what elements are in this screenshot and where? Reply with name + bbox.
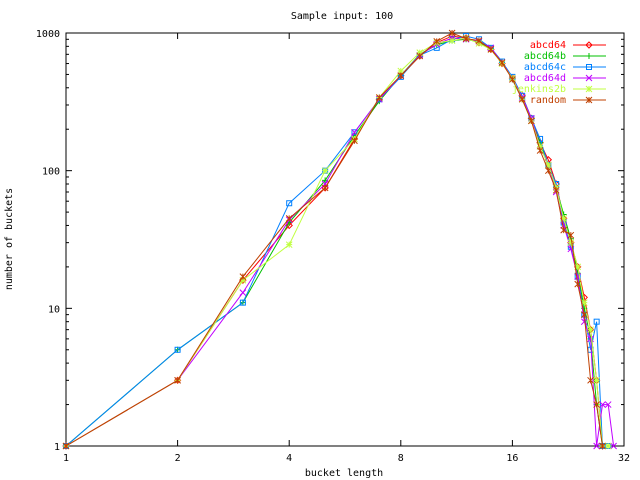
- data-point: [528, 117, 535, 125]
- data-point: [585, 74, 593, 82]
- data-point: [375, 94, 383, 101]
- data-point: [487, 46, 495, 53]
- data-point: [285, 215, 293, 222]
- y-tick-label: 10: [48, 304, 60, 315]
- legend-entry: abcd64d: [524, 73, 606, 84]
- data-point: [509, 76, 516, 83]
- legend-entry: abcd64: [530, 40, 606, 51]
- data-point: [536, 147, 544, 154]
- legend: abcd64abcd64babcd64cabcd64djenkins2brand…: [512, 40, 606, 106]
- data-point: [544, 161, 552, 169]
- data-point: [498, 59, 506, 66]
- data-point: [448, 29, 456, 37]
- data-point: [321, 184, 329, 192]
- data-point: [567, 231, 575, 239]
- data-point: [397, 72, 405, 80]
- data-point: [593, 318, 600, 325]
- data-point: [174, 346, 181, 353]
- data-point: [544, 167, 552, 175]
- data-point: [580, 311, 588, 318]
- y-tick-label: 100: [42, 167, 60, 178]
- data-point: [567, 239, 575, 247]
- chart-title: Sample input: 100: [291, 11, 393, 22]
- data-point: [560, 215, 568, 222]
- data-point: [599, 401, 606, 408]
- data-point: [586, 53, 592, 59]
- data-point: [351, 129, 358, 136]
- x-tick-label: 1: [63, 453, 69, 464]
- data-point: [285, 241, 293, 249]
- data-point: [593, 401, 600, 408]
- data-point: [462, 35, 470, 42]
- data-point: [585, 41, 593, 49]
- data-point: [580, 299, 588, 306]
- x-tick-label: 8: [398, 453, 404, 464]
- data-point: [580, 318, 588, 326]
- legend-entry: abcd64c: [524, 62, 606, 73]
- data-point: [397, 67, 405, 75]
- legend-label: abcd64: [530, 40, 566, 51]
- x-axis-label: bucket length: [305, 468, 383, 479]
- data-point: [604, 401, 612, 408]
- y-tick-label: 1000: [36, 29, 60, 40]
- legend-label: abcd64d: [524, 73, 566, 84]
- data-point: [475, 37, 483, 44]
- data-point: [587, 326, 594, 334]
- series-random: [62, 29, 606, 450]
- data-point: [174, 376, 181, 384]
- data-point: [321, 184, 329, 192]
- legend-entry: random: [530, 95, 606, 106]
- x-tick-label: 2: [175, 453, 181, 464]
- legend-label: random: [530, 95, 566, 106]
- data-point: [416, 52, 424, 60]
- data-point: [351, 128, 358, 136]
- data-point: [587, 335, 594, 343]
- data-point: [586, 64, 592, 70]
- data-point: [574, 263, 582, 271]
- data-point: [593, 376, 600, 384]
- legend-label: abcd64c: [524, 62, 566, 73]
- y-axis-label: number of buckets: [4, 188, 15, 290]
- legend-label: abcd64b: [524, 51, 566, 62]
- data-point: [239, 276, 247, 284]
- legend-entry: abcd64b: [524, 51, 606, 62]
- data-point: [433, 37, 441, 45]
- data-point: [610, 442, 617, 450]
- data-point: [239, 299, 246, 306]
- data-point: [585, 96, 593, 104]
- series-line: [65, 35, 609, 447]
- data-point: [416, 49, 424, 56]
- data-point: [239, 273, 247, 280]
- y-tick-label: 1: [54, 442, 60, 453]
- data-point: [585, 85, 593, 93]
- data-point: [536, 143, 544, 150]
- plot-frame: [65, 32, 625, 447]
- x-tick-label: 4: [286, 453, 292, 464]
- data-point: [599, 442, 606, 450]
- series-line: [65, 37, 609, 447]
- legend-label: jenkins2b: [512, 84, 566, 95]
- data-series: [62, 29, 617, 450]
- data-point: [518, 95, 526, 103]
- data-point: [574, 280, 582, 288]
- data-point: [552, 186, 560, 194]
- data-point: [286, 200, 293, 207]
- data-point: [62, 442, 70, 450]
- data-point: [560, 226, 568, 234]
- axis-ticks: 1 2 4 8 16 32 1 10 100 1000: [36, 29, 630, 464]
- x-tick-label: 32: [618, 453, 630, 464]
- series-line: [65, 32, 603, 447]
- data-point: [239, 289, 247, 297]
- legend-entry: jenkins2b: [512, 84, 606, 95]
- data-point: [587, 376, 594, 384]
- data-point: [321, 167, 329, 175]
- data-point: [448, 37, 456, 44]
- data-point: [593, 442, 600, 450]
- data-point: [604, 442, 612, 450]
- series-abcd64c: [63, 33, 612, 449]
- data-point: [285, 221, 293, 230]
- data-point: [351, 137, 358, 145]
- x-tick-label: 16: [506, 453, 518, 464]
